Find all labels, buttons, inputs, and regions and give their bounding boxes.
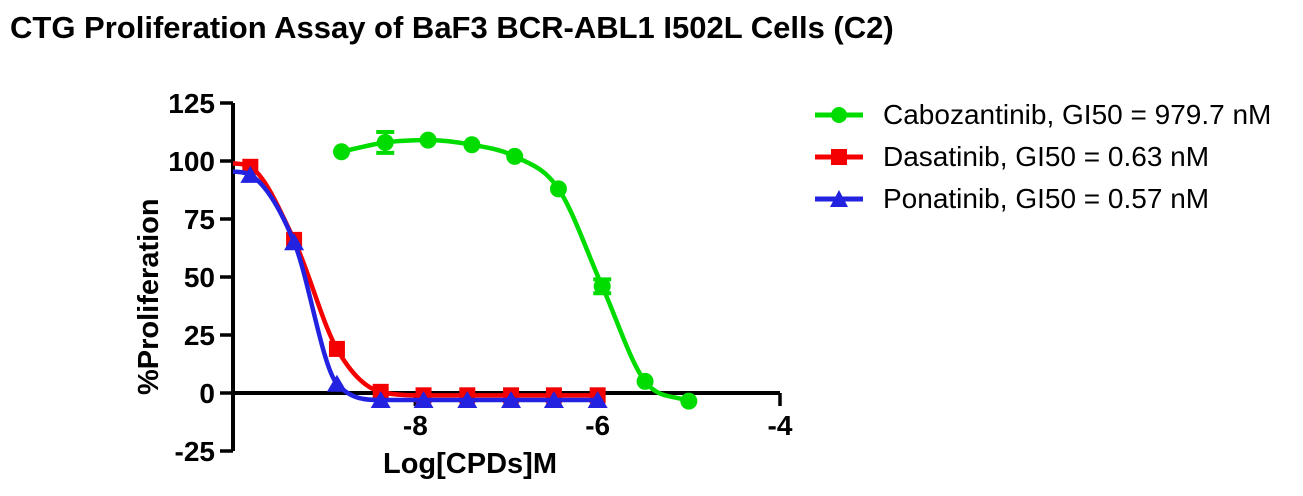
curve-cabozantinib bbox=[341, 137, 690, 404]
triangle-marker-icon bbox=[813, 187, 865, 211]
y-tick-label: -25 bbox=[175, 436, 215, 467]
circle-marker-icon bbox=[813, 103, 865, 127]
curve-ponatinib bbox=[232, 169, 598, 403]
chart-title: CTG Proliferation Assay of BaF3 BCR-ABL1… bbox=[10, 10, 894, 45]
data-point-circle bbox=[593, 277, 611, 295]
x-tick-label: -6 bbox=[585, 410, 610, 441]
legend-item-ponatinib: Ponatinib, GI50 = 0.57 nM bbox=[813, 178, 1271, 220]
data-point-circle bbox=[506, 147, 524, 165]
y-tick-label: 0 bbox=[199, 378, 215, 409]
data-point-circle bbox=[332, 143, 350, 161]
circle-marker-glyph bbox=[815, 107, 863, 123]
y-tick-label: 125 bbox=[168, 88, 215, 119]
legend-marker-shape bbox=[830, 190, 848, 207]
data-point-triangle bbox=[543, 390, 564, 408]
legend-label: Cabozantinib, GI50 = 979.7 nM bbox=[883, 99, 1272, 130]
data-point-triangle bbox=[587, 390, 608, 408]
legend-marker-shape bbox=[831, 149, 847, 165]
y-tick-label: 75 bbox=[184, 204, 215, 235]
data-point-triangle bbox=[240, 165, 261, 183]
y-tick-label: 25 bbox=[184, 320, 215, 351]
data-point-circle bbox=[419, 131, 437, 149]
triangle-marker-glyph bbox=[815, 190, 863, 207]
x-tick-label: -4 bbox=[768, 410, 793, 441]
y-tick-label: 100 bbox=[168, 146, 215, 177]
data-point-triangle bbox=[284, 233, 305, 251]
legend-label: Dasatinib, GI50 = 0.63 nM bbox=[883, 141, 1210, 172]
x-axis-title: Log[CPDs]M bbox=[383, 448, 557, 480]
data-point-circle bbox=[463, 136, 481, 154]
data-point-triangle bbox=[326, 374, 347, 392]
data-point-circle bbox=[680, 392, 698, 410]
legend-marker-shape bbox=[831, 107, 847, 123]
data-point-circle bbox=[549, 180, 567, 198]
square-marker-glyph bbox=[815, 149, 863, 165]
legend-item-dasatinib: Dasatinib, GI50 = 0.63 nM bbox=[813, 136, 1271, 178]
x-tick-label: -8 bbox=[403, 410, 428, 441]
curve-dasatinib bbox=[232, 161, 598, 398]
y-axis-title-text: %Proliferation bbox=[133, 198, 165, 395]
data-point-circle bbox=[376, 133, 394, 151]
legend-item-cabozantinib: Cabozantinib, GI50 = 979.7 nM bbox=[813, 94, 1271, 136]
square-marker-icon bbox=[813, 145, 865, 169]
data-point-square bbox=[328, 340, 345, 357]
legend-label: Ponatinib, GI50 = 0.57 nM bbox=[883, 183, 1210, 214]
data-point-triangle bbox=[457, 390, 478, 408]
data-point-triangle bbox=[370, 390, 391, 408]
data-point-triangle bbox=[501, 390, 522, 408]
y-tick-label: 50 bbox=[184, 262, 215, 293]
y-axis-title: %Proliferation bbox=[133, 160, 167, 395]
data-point-triangle bbox=[413, 390, 434, 408]
data-point-circle bbox=[636, 372, 654, 390]
legend: Cabozantinib, GI50 = 979.7 nM Dasatinib,… bbox=[813, 94, 1271, 220]
